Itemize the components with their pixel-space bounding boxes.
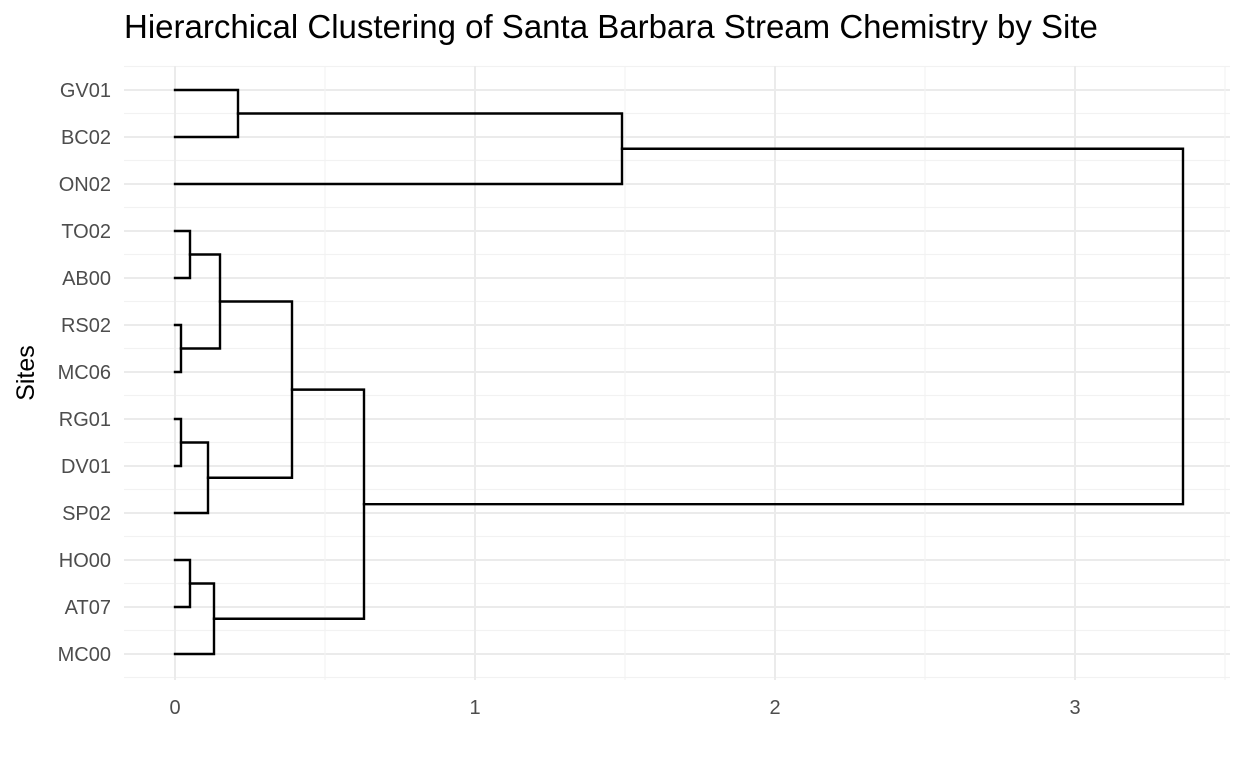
leaf-label: MC06 xyxy=(58,362,111,384)
leaf-label: SP02 xyxy=(62,503,111,525)
x-tick-label: 2 xyxy=(769,697,780,719)
leaf-label: BC02 xyxy=(61,127,111,149)
x-tick-label: 1 xyxy=(469,697,480,719)
dendrogram-branch xyxy=(173,582,216,656)
grid-lines xyxy=(124,65,1230,680)
leaf-label: RG01 xyxy=(59,409,111,431)
leaf-label: AB00 xyxy=(62,268,111,290)
dendrogram-branch xyxy=(173,112,624,186)
leaf-label: HO00 xyxy=(59,550,111,572)
dendrogram-branch xyxy=(212,388,366,620)
chart-title: Hierarchical Clustering of Santa Barbara… xyxy=(124,8,1098,45)
leaf-label: AT07 xyxy=(65,597,111,619)
leaf-label: DV01 xyxy=(61,456,111,478)
leaf-label: MC00 xyxy=(58,644,111,666)
leaf-label: ON02 xyxy=(59,174,111,196)
x-tick-label: 0 xyxy=(169,697,180,719)
leaf-label: TO02 xyxy=(61,221,111,243)
dendrogram-branches xyxy=(173,88,1185,656)
x-tick-label: 3 xyxy=(1069,697,1080,719)
leaf-labels: GV01 BC02 ON02 TO02 AB00 RS02 MC06 RG01 DV01 SP02… xyxy=(58,80,111,666)
leaf-label: GV01 xyxy=(60,80,111,102)
dendrogram-branch xyxy=(362,147,1185,506)
x-axis-tick-labels: 0 1 2 3 xyxy=(169,697,1080,719)
leaf-label: RS02 xyxy=(61,315,111,337)
y-axis-title: Sites xyxy=(12,345,40,401)
